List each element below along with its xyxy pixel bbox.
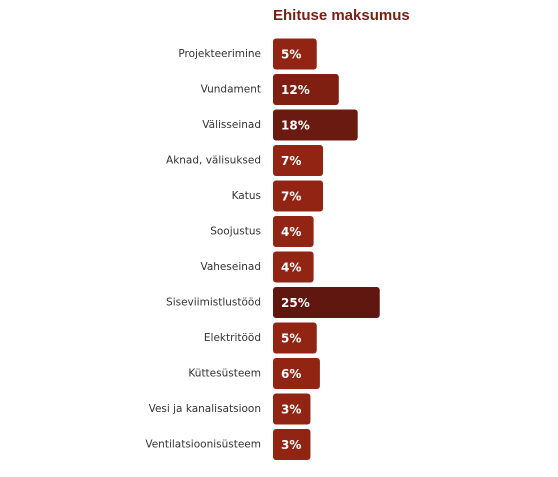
category-label: Soojustus: [210, 226, 261, 238]
value-label: 5%: [281, 332, 301, 346]
bar: [273, 393, 311, 425]
category-label: Küttesüsteem: [188, 368, 261, 380]
bar: [273, 251, 314, 283]
value-label: 3%: [281, 438, 301, 452]
bar: [273, 74, 339, 105]
category-label: Katus: [232, 190, 261, 202]
bar: [273, 109, 358, 141]
value-label: 5%: [281, 48, 301, 62]
category-label: Projekteerimine: [178, 48, 261, 60]
category-label: Vundament: [201, 84, 261, 96]
value-label: 6%: [281, 367, 301, 381]
category-label: Vaheseinad: [200, 261, 261, 273]
bar: [273, 180, 324, 212]
category-label: Siseviimistlustööd: [166, 297, 261, 309]
category-label: Elektritööd: [204, 332, 261, 344]
bar: [273, 358, 320, 389]
bar: [273, 216, 314, 247]
bar: [273, 322, 317, 354]
bar: [273, 287, 380, 318]
value-label: 18%: [281, 119, 310, 133]
category-label: Ventilatsioonisüsteem: [145, 439, 261, 451]
bar: [273, 145, 324, 176]
bar: [273, 429, 311, 460]
value-label: 4%: [281, 225, 301, 239]
value-label: 4%: [281, 261, 301, 275]
value-label: 7%: [281, 154, 301, 168]
value-label: 25%: [281, 296, 310, 310]
bar: [273, 38, 317, 70]
category-label: Vesi ja kanalisatsioon: [149, 403, 261, 415]
value-label: 3%: [281, 403, 301, 417]
value-label: 12%: [281, 83, 310, 97]
value-label: 7%: [281, 190, 301, 204]
category-label: Aknad, välisuksed: [166, 155, 261, 167]
category-label: Välisseinad: [202, 119, 261, 131]
chart-title: Ehituse maksumus: [273, 7, 410, 24]
